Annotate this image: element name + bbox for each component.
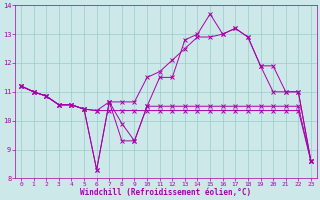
X-axis label: Windchill (Refroidissement éolien,°C): Windchill (Refroidissement éolien,°C) — [80, 188, 252, 197]
